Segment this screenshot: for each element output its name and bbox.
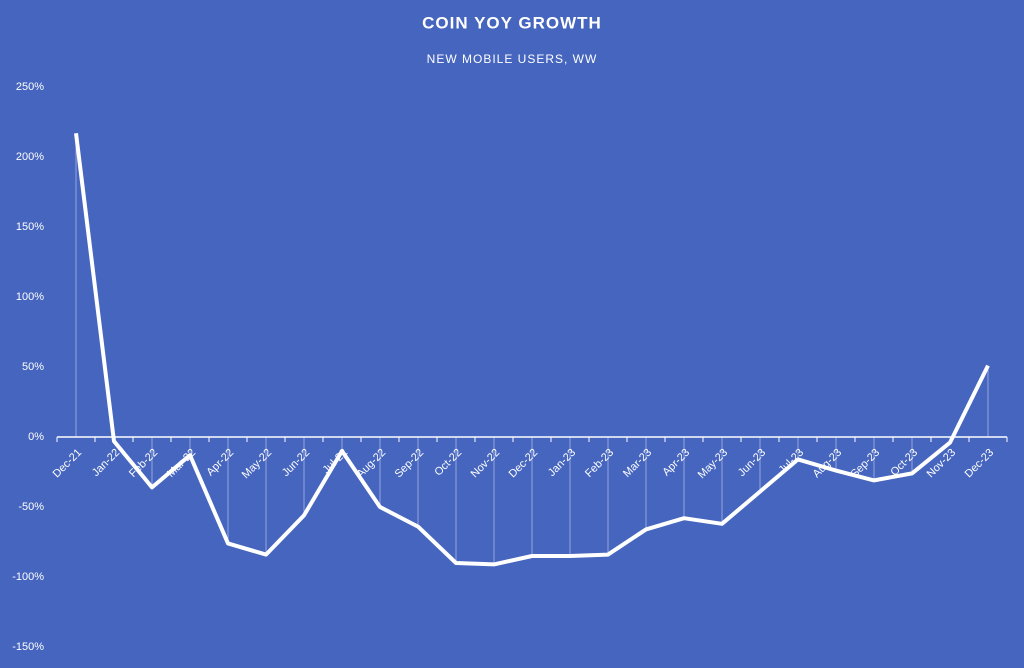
y-tick-label: -50% — [18, 501, 44, 513]
y-tick-label: 250% — [16, 81, 44, 93]
y-tick-label: 100% — [16, 291, 44, 303]
chart-title: COIN YOY GROWTH — [422, 13, 602, 32]
chart-subtitle: NEW MOBILE USERS, WW — [427, 52, 598, 66]
y-tick-label: 50% — [22, 361, 44, 373]
y-tick-label: -100% — [12, 571, 44, 583]
line — [74, 132, 990, 567]
y-tick-label: 0% — [28, 431, 44, 443]
y-tick-label: -150% — [12, 641, 44, 653]
y-tick-label: 200% — [16, 151, 44, 163]
y-tick-label: 150% — [16, 221, 44, 233]
